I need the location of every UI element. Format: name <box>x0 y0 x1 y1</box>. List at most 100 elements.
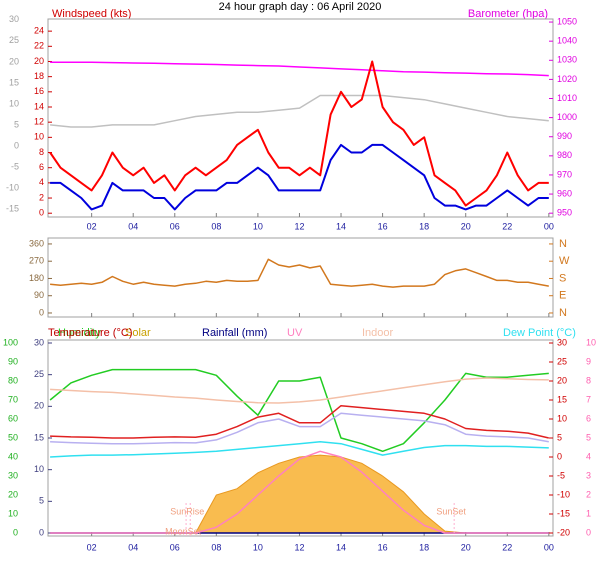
y4-tick-label: 10 <box>586 337 596 347</box>
y2-tick-label: 1050 <box>557 16 577 26</box>
y4-tick-label: 2 <box>586 489 591 499</box>
y2-tick-label: 970 <box>557 169 572 179</box>
y3-tick-label: 25 <box>557 356 567 366</box>
y2-tick-label: 1040 <box>557 36 577 46</box>
y2-tick-label: 1010 <box>557 93 577 103</box>
y2-tick-label: 1020 <box>557 74 577 84</box>
y2-tick-label: 25 <box>34 369 44 379</box>
y3-tick-label: 30 <box>9 14 19 24</box>
y2-tick-label: W <box>559 255 570 267</box>
y-tick-label: 12 <box>34 117 44 127</box>
line <box>50 441 549 458</box>
y3-tick-label: 20 <box>9 56 19 66</box>
y2-tick-label: 950 <box>557 208 572 218</box>
x-tick-label: 18 <box>419 542 429 552</box>
x-tick-label: 20 <box>461 542 471 552</box>
y-tick-label: 90 <box>34 290 44 300</box>
y-tick-label: 8 <box>39 147 44 157</box>
legend-label: Humidity <box>58 327 101 339</box>
y-tick-label: 270 <box>29 256 44 266</box>
y2-axis-label: Barometer (hpa) <box>468 8 548 20</box>
x-tick-label: 02 <box>87 542 97 552</box>
x-tick-label: 18 <box>419 221 429 231</box>
y4-tick-label: 3 <box>586 470 591 480</box>
y2-tick-label: S <box>559 272 566 284</box>
y2-tick-label: 5 <box>39 496 44 506</box>
x-tick-label: 22 <box>502 542 512 552</box>
y2-tick-label: 1030 <box>557 55 577 65</box>
y4-tick-label: 9 <box>586 356 591 366</box>
line <box>49 368 549 453</box>
y-tick-label: 100 <box>3 337 18 347</box>
x-tick-label: 02 <box>87 221 97 231</box>
plot-frame <box>47 237 554 318</box>
x-tick-label: 12 <box>294 221 304 231</box>
y-tick-label: 24 <box>34 26 44 36</box>
y4-tick-label: 7 <box>586 394 591 404</box>
y3-tick-label: -15 <box>557 508 570 518</box>
x-tick-label: 00 <box>544 542 554 552</box>
y-tick-label: 16 <box>34 86 44 96</box>
x-tick-label: 10 <box>253 542 263 552</box>
y3-tick-label: 15 <box>557 394 567 404</box>
y4-tick-label: 8 <box>586 375 591 385</box>
y3-tick-label: 0 <box>557 451 562 461</box>
y3-tick-label: 10 <box>9 98 19 108</box>
x-tick-label: 08 <box>211 542 221 552</box>
y-tick-label: 20 <box>34 56 44 66</box>
x-tick-label: 14 <box>336 542 346 552</box>
y-tick-label: 0 <box>13 527 18 537</box>
y-tick-label: 0 <box>39 208 44 218</box>
y3-tick-label: 0 <box>14 140 19 150</box>
y-tick-label: 180 <box>29 273 44 283</box>
y-tick-label: 14 <box>34 101 44 111</box>
legend-label: Rainfall (mm) <box>202 327 267 339</box>
chart-title: 24 hour graph day : 06 April 2020 <box>219 1 382 13</box>
annotation: MoonSet <box>165 526 202 536</box>
y-tick-label: 20 <box>8 489 18 499</box>
y3-tick-label: -15 <box>6 203 19 213</box>
line <box>50 412 549 445</box>
y2-tick-label: E <box>559 290 566 302</box>
y-tick-label: 18 <box>34 71 44 81</box>
y2-tick-label: 10 <box>34 464 44 474</box>
y4-tick-label: 0 <box>586 527 591 537</box>
y-axis-label: Windspeed (kts) <box>52 8 131 20</box>
y2-tick-label: 15 <box>34 432 44 442</box>
y-tick-label: 60 <box>8 413 18 423</box>
y3-tick-label: 15 <box>9 77 19 87</box>
y4-tick-label: 5 <box>586 432 591 442</box>
y3-tick-label: 30 <box>557 337 567 347</box>
line <box>50 450 549 534</box>
x-tick-label: 00 <box>544 221 554 231</box>
y-tick-label: 22 <box>34 41 44 51</box>
y-tick-label: 6 <box>39 162 44 172</box>
y4-tick-label: 6 <box>586 413 591 423</box>
legend-label: Indoor <box>362 327 394 339</box>
y-tick-label: 10 <box>8 508 18 518</box>
y-tick-label: 80 <box>8 375 18 385</box>
y3-tick-label: 20 <box>557 375 567 385</box>
x-tick-label: 10 <box>253 221 263 231</box>
y2-tick-label: N <box>559 238 567 250</box>
y2-tick-label: 20 <box>34 401 44 411</box>
line <box>50 94 549 128</box>
line <box>50 61 549 77</box>
y3-tick-label: -5 <box>557 470 565 480</box>
y2-tick-label: 0 <box>39 527 44 537</box>
line <box>50 404 549 439</box>
x-tick-label: 06 <box>170 221 180 231</box>
x-tick-label: 04 <box>128 542 138 552</box>
legend-label: UV <box>287 327 303 339</box>
y-tick-label: 40 <box>8 451 18 461</box>
y-tick-label: 70 <box>8 394 18 404</box>
y3-tick-label: -10 <box>6 182 19 192</box>
x-tick-label: 06 <box>170 542 180 552</box>
y-tick-label: 4 <box>39 177 44 187</box>
y3-tick-label: 5 <box>557 432 562 442</box>
y-tick-label: 90 <box>8 356 18 366</box>
plot-frame <box>47 18 554 218</box>
line <box>50 258 549 288</box>
y2-tick-label: N <box>559 307 567 319</box>
x-tick-label: 12 <box>294 542 304 552</box>
